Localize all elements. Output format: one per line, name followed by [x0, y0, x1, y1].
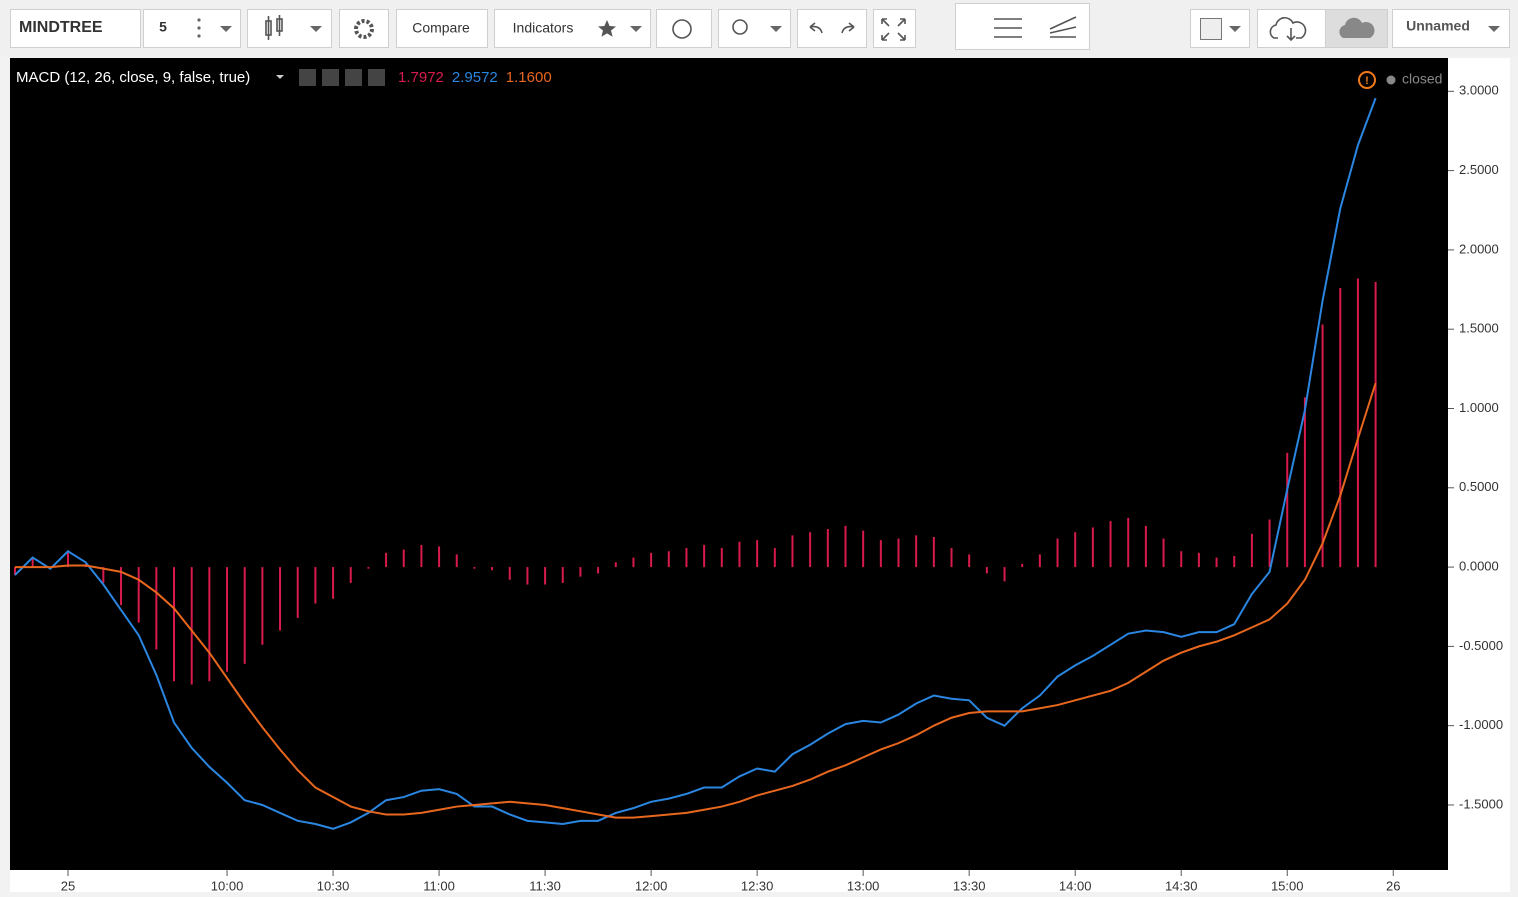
series-line	[14, 97, 1377, 830]
fullscreen-icon	[881, 18, 906, 41]
status-dot	[1386, 75, 1396, 85]
x-tick-label: 12:30	[741, 878, 774, 892]
star-icon[interactable]	[598, 20, 616, 37]
dropdown[interactable]	[1229, 26, 1241, 32]
compare-label: Compare	[412, 20, 470, 36]
y-tick-label: 1.5000	[1459, 321, 1499, 336]
layout-button[interactable]	[1392, 9, 1510, 48]
alarm-icon	[672, 19, 692, 39]
x-tick-label: 14:30	[1165, 878, 1198, 892]
plot-area	[10, 58, 1448, 870]
indicators-label: Indicators	[513, 20, 574, 36]
x-tick-label: 10:30	[317, 878, 350, 892]
undo-redo[interactable]	[797, 9, 867, 48]
indicator-title: MACD (12, 26, close, 9, false, true)	[16, 69, 250, 86]
legend-value: 2.9572	[452, 69, 498, 86]
dropdown[interactable]	[1488, 26, 1500, 32]
dropdown[interactable]	[276, 75, 284, 79]
indicator-controls[interactable]	[299, 69, 385, 86]
symbol: MINDTREE	[19, 19, 103, 36]
interval: 5	[159, 19, 167, 35]
x-tick-label: 12:00	[635, 878, 668, 892]
x-tick-label: 10:00	[211, 878, 244, 892]
y-tick-label: 2.0000	[1459, 241, 1499, 256]
price-axis	[1448, 58, 1510, 872]
y-tick-label: 1.0000	[1459, 400, 1499, 415]
symbol-button[interactable]	[10, 9, 141, 48]
drawing-toolbar	[955, 3, 1090, 50]
layout-name: Unnamed	[1406, 18, 1470, 34]
settings-button[interactable]	[339, 9, 389, 48]
y-tick-label: -1.5000	[1459, 796, 1503, 811]
status: closed	[1402, 71, 1442, 87]
dots-icon	[197, 18, 201, 38]
dropdown[interactable]	[770, 26, 782, 32]
y-tick-label: 2.5000	[1459, 162, 1499, 177]
color-swatch	[1200, 18, 1222, 40]
compare-button[interactable]	[396, 9, 488, 48]
y-tick-label: 0.0000	[1459, 559, 1499, 574]
lines-icon	[994, 16, 1077, 38]
gear-icon	[354, 19, 374, 39]
x-tick-label: 13:30	[953, 878, 986, 892]
fullscreen-button[interactable]	[873, 9, 916, 48]
y-tick-label: 0.5000	[1459, 479, 1499, 494]
x-tick-label: 11:30	[529, 878, 561, 892]
undo-icon	[809, 22, 855, 34]
cloud-up-icon	[1339, 17, 1375, 38]
x-tick-label: 15:00	[1271, 878, 1304, 892]
legend-value: 1.1600	[506, 69, 552, 86]
x-tick-label: 11:00	[423, 878, 455, 892]
dropdown[interactable]	[630, 26, 642, 32]
warning-icon	[1358, 71, 1376, 89]
warning-mark: !	[1365, 75, 1369, 87]
series-line	[15, 382, 1377, 819]
y-tick-label: -1.0000	[1459, 717, 1503, 732]
legend-value: 1.7972	[398, 69, 444, 86]
cloud-down-icon	[1269, 17, 1307, 42]
ideas-button[interactable]	[718, 9, 791, 48]
bulb-icon	[732, 19, 748, 35]
dropdown[interactable]	[220, 26, 232, 32]
x-tick-label: 26	[1386, 878, 1400, 892]
x-tick-label: 14:00	[1059, 878, 1092, 892]
alert-button[interactable]	[656, 9, 712, 48]
candle-icon	[265, 15, 283, 40]
indicators-button[interactable]	[494, 9, 651, 48]
dropdown[interactable]	[310, 26, 322, 32]
y-tick-label: 3.0000	[1459, 83, 1499, 98]
y-tick-label: -0.5000	[1459, 638, 1503, 653]
x-tick-label: 13:00	[847, 878, 880, 892]
time-axis	[10, 870, 1510, 892]
x-tick-label: 25	[61, 878, 75, 892]
